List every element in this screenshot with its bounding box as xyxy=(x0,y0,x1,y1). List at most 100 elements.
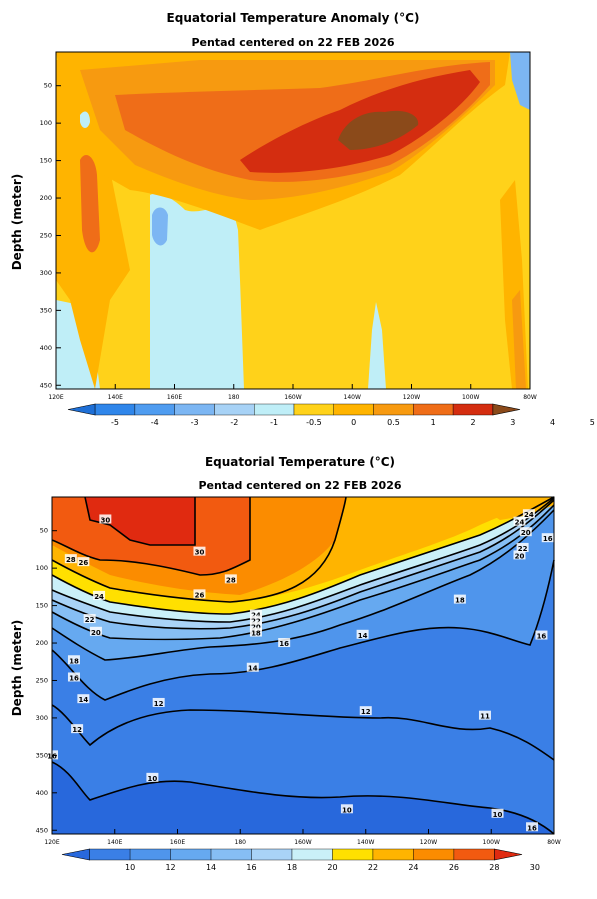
contour-label: 11 xyxy=(480,713,490,721)
contour-label: 16 xyxy=(69,674,79,682)
contour-label: 16 xyxy=(527,824,537,832)
anom-region-left-blob xyxy=(80,155,100,253)
colorbar-high-arrow xyxy=(492,403,521,416)
contour-label-bg xyxy=(77,557,90,567)
colorbar-tick-label: 4 xyxy=(550,418,555,427)
colorbar-segment xyxy=(413,403,454,416)
contour-label: 12 xyxy=(361,708,371,716)
isotherm-16-line xyxy=(51,509,555,661)
colorbar-tick-label: 5 xyxy=(590,418,595,427)
anomaly-axes: 120E 140E 160E 180 160W 140W 120W 100W 80W 50 100 1… xyxy=(40,82,537,401)
contour-label-bg xyxy=(89,626,102,636)
y-tick-label: 50 xyxy=(40,527,48,535)
anom-region-cold-spot xyxy=(152,207,168,246)
contour-label-bg xyxy=(67,672,80,682)
contour-label-bg xyxy=(278,638,291,648)
colorbar-tick-label: 28 xyxy=(489,863,499,872)
y-tick-label: 350 xyxy=(36,751,48,759)
contour-label-bg xyxy=(522,509,535,519)
colorbar-tick-label: 22 xyxy=(368,863,378,872)
contour-label: 20 xyxy=(91,629,101,637)
colorbar-segment xyxy=(291,848,333,861)
colorbar-tick-label: 18 xyxy=(287,863,297,872)
colorbar-segment xyxy=(413,848,455,861)
x-tick-label: 160W xyxy=(294,839,311,846)
colorbar-segment xyxy=(293,403,334,416)
y-tick-label: 350 xyxy=(40,306,52,314)
contour-label: 18 xyxy=(251,630,261,638)
colorbar-segment xyxy=(452,403,494,416)
anomaly-colorbar: -5 -4 -3 -2 -1 -0.5 0 0.5 1 2 3 4 5 xyxy=(67,403,595,427)
contour-label: 20 xyxy=(515,552,525,560)
contour-label: 22 xyxy=(85,616,95,624)
colorbar-segment xyxy=(251,848,293,861)
contour-label-bg xyxy=(193,546,206,556)
y-tick-label: 400 xyxy=(40,344,52,352)
contour-label: 24 xyxy=(515,519,525,527)
colorbar-segment xyxy=(89,848,131,861)
x-tick-label: 80W xyxy=(523,394,537,401)
anom-region-east-deep-dark xyxy=(512,290,526,389)
y-tick-label: 400 xyxy=(36,789,48,797)
y-tick-label: 100 xyxy=(36,564,48,572)
contour-label-bg xyxy=(526,822,539,832)
colorbar-tick-label: 10 xyxy=(125,863,135,872)
temperature-heatmap xyxy=(52,497,554,834)
contour-label: 26 xyxy=(79,559,89,567)
colorbar-low-arrow xyxy=(61,848,90,861)
anom-region-left-spot xyxy=(80,111,90,128)
contour-label: 30 xyxy=(100,516,110,524)
colorbar-tick-label: 14 xyxy=(206,863,216,872)
x-tick-label: 120E xyxy=(48,394,63,401)
colorbar-segment xyxy=(210,848,252,861)
isotherm-26-line xyxy=(51,496,347,603)
contour-label-bg xyxy=(519,527,532,537)
colorbar-tick-label: 30 xyxy=(530,863,540,872)
contour-label: 18 xyxy=(455,597,465,605)
contour-label-bg xyxy=(513,516,526,526)
y-tick-label: 450 xyxy=(36,826,48,834)
contour-label-bg xyxy=(516,542,529,552)
contour-label: 14 xyxy=(79,696,89,704)
x-tick-label: 120E xyxy=(44,839,59,846)
contour-label: 24 xyxy=(94,593,104,601)
colorbar-tick-label: 0.5 xyxy=(387,418,400,427)
temperature-axes: 120E 140E 160E 180 160W 140W 120W 100W 80W 50 100 1… xyxy=(36,527,561,846)
x-tick-label: 180 xyxy=(228,394,240,401)
contour-label-bg xyxy=(249,627,262,637)
contour-label: 26 xyxy=(195,591,205,599)
temperature-chart: Equatorial Temperature (°C) Pentad cente… xyxy=(10,455,561,872)
contour-label-bg xyxy=(478,710,491,720)
contour-label: 30 xyxy=(195,549,205,557)
colorbar-segment xyxy=(129,848,171,861)
y-tick-label: 100 xyxy=(40,119,52,127)
contour-label: 10 xyxy=(493,811,503,819)
colorbar-segment xyxy=(254,403,295,416)
y-tick-label: 150 xyxy=(40,157,52,165)
contour-label-bg xyxy=(93,590,106,600)
colorbar-tick-label: 1 xyxy=(431,418,436,427)
temperature-contours xyxy=(51,496,555,835)
x-tick-label: 80W xyxy=(547,839,561,846)
isotherm-24-line xyxy=(51,496,555,615)
x-tick-label: 120W xyxy=(403,394,420,401)
contour-label-bg xyxy=(83,614,96,624)
contour-label: 16 xyxy=(537,633,547,641)
contour-label: 14 xyxy=(248,665,258,673)
temp-east-surface xyxy=(480,497,554,520)
colorbar-segment xyxy=(453,848,495,861)
y-tick-label: 250 xyxy=(36,676,48,684)
anomaly-chart-subtitle: Pentad centered on 22 FEB 2026 xyxy=(191,36,394,49)
contour-label-bg xyxy=(340,804,353,814)
contour-label-bg xyxy=(99,514,112,524)
y-tick-label: 200 xyxy=(36,639,48,647)
anomaly-y-axis-label: Depth (meter) xyxy=(10,174,24,271)
isotherm-30-line xyxy=(84,496,196,546)
x-tick-label: 160E xyxy=(167,394,182,401)
y-tick-label: 200 xyxy=(40,194,52,202)
contour-label-bg xyxy=(513,550,526,560)
x-tick-label: 100W xyxy=(462,394,479,401)
contour-label-bg xyxy=(453,594,466,604)
anomaly-chart: Equatorial Temperature Anomaly (°C) Pent… xyxy=(10,11,595,427)
